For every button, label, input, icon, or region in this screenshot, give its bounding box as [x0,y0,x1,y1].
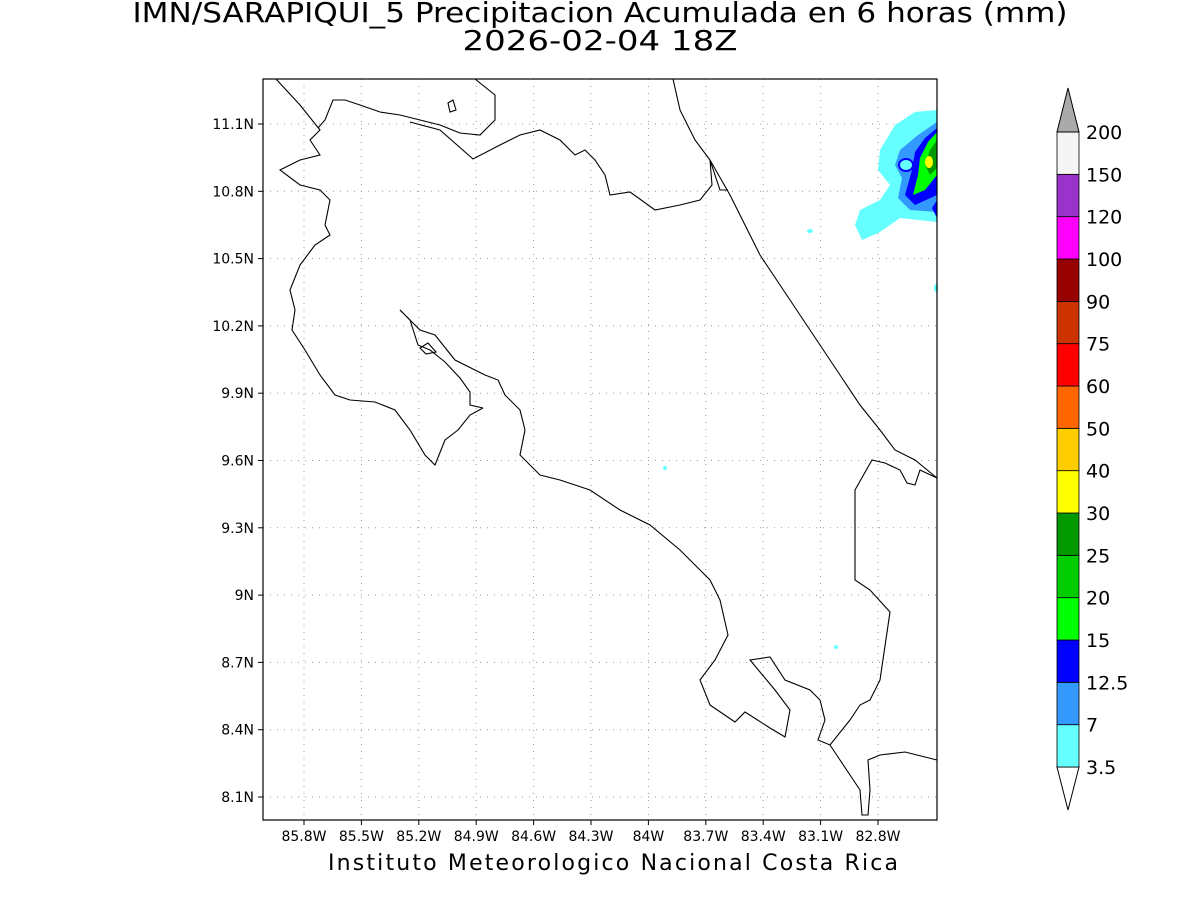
colorbar-under [1056,766,1080,811]
colorbar-label: 20 [1086,588,1110,610]
map-frame [262,78,938,821]
colorbar-label: 7 [1086,715,1098,737]
colorbar-label: 15 [1086,630,1110,652]
lon-label: 84.3W [568,829,613,845]
subtitle: 2026-02-04 18Z [463,24,738,57]
colorbar-segment [1056,131,1080,175]
colorbar-segment [1056,639,1080,683]
lat-label: 9.3N [221,521,254,537]
lat-label: 8.4N [221,723,254,739]
lon-label: 85.2W [396,829,441,845]
precip-field [663,110,938,649]
colorbar-label: 200 [1086,122,1122,144]
colorbar-segment [1056,258,1080,302]
lat-label: 11.1N [212,117,254,133]
lat-label: 10.5N [212,252,254,268]
lon-label: 84.9W [454,829,499,845]
colorbar-segment [1056,554,1080,599]
colorbar-label: 120 [1086,207,1122,229]
colorbar-segment [1056,300,1080,345]
lon-label: 85.8W [281,829,326,845]
colorbar-label: 60 [1086,376,1110,398]
colorbar-label: 100 [1086,249,1122,271]
colorbar-label: 30 [1086,503,1110,525]
lon-label: 83.4W [741,829,786,845]
lat-label: 8.7N [221,655,254,671]
colorbar-label: 12.5 [1086,672,1128,694]
colorbar-segment [1056,216,1080,260]
colorbar-segment [1056,512,1080,556]
lat-label: 9.6N [221,454,254,470]
colorbar-label: 25 [1086,545,1110,567]
colorbar-label: 90 [1086,291,1110,313]
lat-label: 10.8N [212,184,254,200]
colorbar-segment [1056,343,1080,387]
lat-label: 9.9N [221,386,254,402]
colorbar: 3.5 7 12.5 15 20 25 30 40 50 60 75 90 100 120 150 200 [1056,87,1128,811]
lat-label: 10.2N [212,319,254,335]
title: IMN/SARAPIQUI_5 Precipitacion Acumulada … [133,0,1068,29]
colorbar-segment [1056,681,1080,726]
colorbar-segment [1056,173,1080,218]
colorbar-label: 150 [1086,164,1122,186]
colorbar-segment [1056,427,1080,472]
lon-label: 85.5W [339,829,384,845]
footer: Instituto Meteorologico Nacional Costa R… [328,851,898,876]
lon-label: 84W [633,829,665,845]
lon-label: 83.1W [798,829,843,845]
colorbar-label: 3.5 [1086,757,1116,779]
colorbar-over [1056,87,1080,133]
colorbar-segment [1056,470,1080,514]
grid: 11.1N 10.8N 10.5N 10.2N 9.9N 9.6N 9.3N 9N 8.7N 8.… [212,79,937,845]
lon-label: 84.6W [511,829,556,845]
colorbar-segment [1056,597,1080,641]
lat-label: 9N [235,588,254,604]
lon-label: 83.7W [683,829,728,845]
colorbar-segment [1056,385,1080,429]
lon-label: 82.8W [855,829,900,845]
lat-label: 8.1N [221,790,254,806]
colorbar-label: 50 [1086,418,1110,440]
colorbar-segment [1056,724,1080,768]
colorbar-label: 40 [1086,461,1110,483]
colorbar-label: 75 [1086,334,1110,356]
coastline [275,78,938,816]
